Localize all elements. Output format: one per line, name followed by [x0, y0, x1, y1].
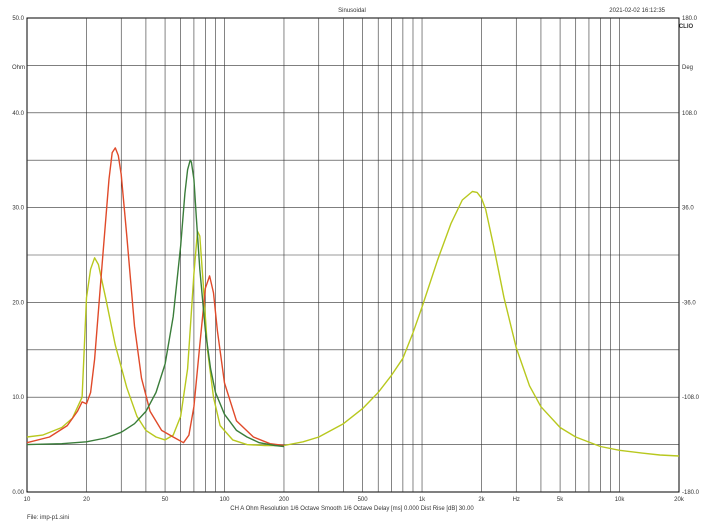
series-line-2 [26, 147, 285, 447]
footer-file: File: imp-p1.sini [27, 515, 69, 521]
timestamp: 2021-02-02 16:12:35 [609, 8, 665, 14]
x-tick-label: 5k [557, 497, 564, 503]
y-tick-label: 40.0 [12, 111, 24, 117]
y-tick-label: 10.0 [12, 395, 24, 401]
y-tick-label: 30.0 [12, 206, 24, 212]
y-axis-left: 0.00 10.0 20.0 30.0 40.0 50.0 [12, 16, 24, 496]
y-right-axis-label: Deg [682, 65, 693, 71]
x-tick-label: 20 [83, 497, 90, 503]
y-tick-label: 50.0 [12, 16, 24, 22]
series-line-1 [26, 190, 680, 457]
x-tick-label: 100 [220, 497, 231, 503]
y-right-tick-label: 108.0 [682, 111, 698, 117]
y-right-tick-label: -36.0 [682, 300, 696, 306]
x-tick-label: 200 [279, 497, 290, 503]
x-tick-label: 10k [615, 497, 626, 503]
chart-title: Sinusoidal [338, 8, 366, 14]
series-line-3 [26, 159, 285, 448]
series-group [26, 147, 680, 457]
y-tick-label: 0.00 [12, 490, 24, 496]
footer-status: CH A Ohm Resolution 1/6 Octave Smooth 1/… [230, 506, 474, 512]
x-tick-label: 500 [358, 497, 369, 503]
y-right-tick-label: -180.0 [682, 490, 700, 496]
y-right-tick-label: -108.0 [682, 395, 700, 401]
x-tick-label: 2k [478, 497, 485, 503]
x-tick-label: 50 [162, 497, 169, 503]
grid [27, 18, 679, 492]
x-tick-label: 10 [24, 497, 31, 503]
y-right-tick-label: 36.0 [682, 206, 694, 212]
y-tick-label: 20.0 [12, 300, 24, 306]
y-axis-label: Ohm [12, 65, 25, 71]
x-tick-label: 20k [674, 497, 685, 503]
clio-logo: CLIO [679, 24, 694, 30]
x-tick-label: 1k [419, 497, 426, 503]
y-axis-right: -180.0 -108.0 -36.0 36.0 108.0 180.0 [682, 16, 700, 496]
x-tick-label: Hz [513, 497, 520, 503]
y-right-tick-label: 180.0 [682, 16, 698, 22]
x-axis: 10 20 50 100 200 500 1k 2k Hz 5k 10k 20k [24, 497, 685, 503]
